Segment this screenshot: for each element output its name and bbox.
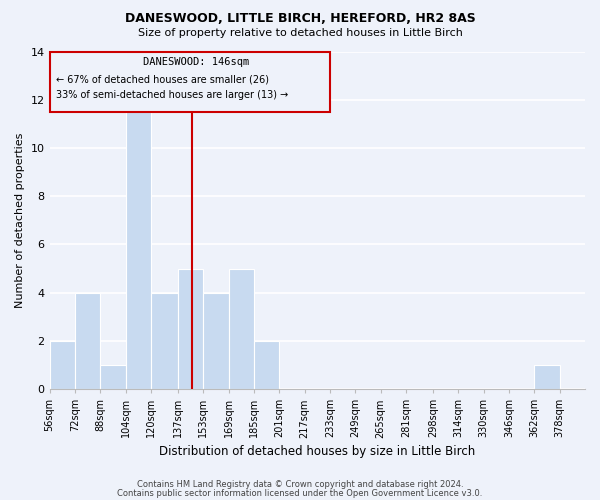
Bar (100, 365, 125, 389)
Text: Contains HM Land Registry data © Crown copyright and database right 2024.: Contains HM Land Registry data © Crown c… (137, 480, 463, 489)
Text: ← 67% of detached houses are smaller (26): ← 67% of detached houses are smaller (26… (56, 74, 269, 84)
Bar (535, 365, 560, 389)
Text: 33% of semi-detached houses are larger (13) →: 33% of semi-detached houses are larger (… (56, 90, 288, 100)
Text: DANESWOOD, LITTLE BIRCH, HEREFORD, HR2 8AS: DANESWOOD, LITTLE BIRCH, HEREFORD, HR2 8… (125, 12, 475, 26)
Y-axis label: Number of detached properties: Number of detached properties (15, 132, 25, 308)
Text: Size of property relative to detached houses in Little Birch: Size of property relative to detached ho… (137, 28, 463, 38)
Bar (125, 100, 151, 389)
X-axis label: Distribution of detached houses by size in Little Birch: Distribution of detached houses by size … (159, 444, 475, 458)
Bar (75, 292, 100, 389)
Bar (151, 292, 178, 389)
Bar (229, 268, 254, 389)
Text: DANESWOOD: 146sqm: DANESWOOD: 146sqm (143, 58, 249, 68)
FancyBboxPatch shape (50, 52, 330, 112)
Text: Contains public sector information licensed under the Open Government Licence v3: Contains public sector information licen… (118, 488, 482, 498)
Bar (50, 341, 75, 389)
Bar (178, 268, 203, 389)
Bar (203, 292, 229, 389)
Bar (254, 341, 279, 389)
